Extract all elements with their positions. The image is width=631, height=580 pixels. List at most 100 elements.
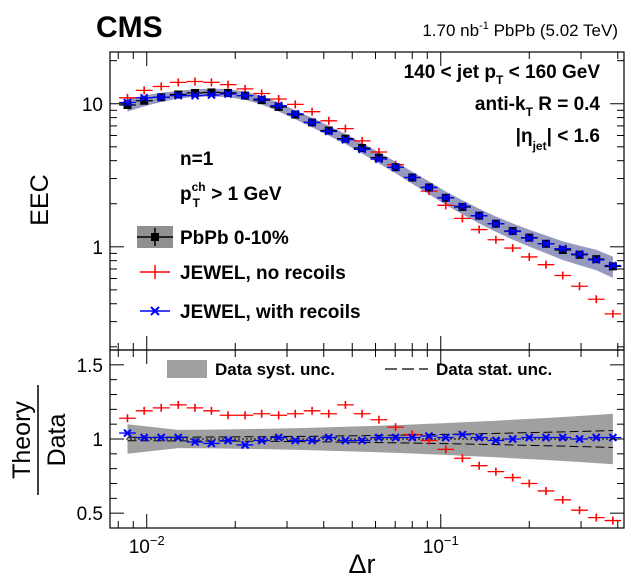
data-syst-band bbox=[127, 88, 613, 278]
jewel-with-recoils-point-r20 bbox=[458, 430, 467, 439]
jewel-with-recoils-point-r5 bbox=[207, 439, 216, 448]
top-ytick-label-10: 10 bbox=[82, 95, 103, 116]
jewel-with-recoils-point-r4 bbox=[190, 437, 200, 447]
jewel-with-recoils-point-20 bbox=[458, 202, 467, 211]
legend-rec-label: JEWEL, with recoils bbox=[180, 302, 361, 323]
ratio-stat-upper bbox=[127, 430, 613, 438]
legend-entry-with-recoils: JEWEL, with recoils bbox=[140, 302, 361, 323]
jewel-with-recoils-point-2 bbox=[156, 93, 166, 102]
cms-label: CMS bbox=[96, 11, 163, 44]
jewel-with-recoils-point-r8 bbox=[257, 436, 266, 445]
ratio-y-axis-title-num: Theory bbox=[8, 401, 36, 479]
jewel-with-recoils-point-r13 bbox=[341, 436, 350, 445]
legend-entry-data: PbPb 0-10% bbox=[137, 226, 289, 249]
jewel-with-recoils-point-r27 bbox=[575, 434, 584, 444]
jewel-with-recoils-point-6 bbox=[223, 89, 233, 99]
x-tick-label-1: 10−1 bbox=[423, 533, 459, 558]
jewel-with-recoils-point-13 bbox=[341, 135, 350, 144]
jet-algo-label: anti-kT R = 0.4 bbox=[475, 94, 601, 119]
top-syst-band-layer bbox=[127, 88, 613, 278]
jet-eta-label: |ηjet| < 1.6 bbox=[516, 126, 600, 153]
jewel-with-recoils-point-21 bbox=[474, 211, 484, 220]
jewel-with-recoils-point-25 bbox=[541, 239, 551, 248]
jewel-with-recoils-point-r15 bbox=[374, 433, 384, 442]
luminosity-label: 1.70 nb-1 PbPb (5.02 TeV) bbox=[422, 20, 618, 40]
ratio-ytick-label-1: 1 bbox=[92, 430, 103, 451]
n-label: n=1 bbox=[180, 149, 214, 170]
legend-rec-x2 bbox=[150, 306, 160, 316]
jewel-with-recoils-point-r11 bbox=[307, 436, 317, 445]
jewel-with-recoils-point-r23 bbox=[508, 434, 517, 444]
jewel-with-recoils-point-r1 bbox=[139, 433, 149, 442]
jewel-with-recoils-point-r6 bbox=[223, 436, 233, 445]
jewel-with-recoils-point-18 bbox=[424, 183, 434, 192]
ratio-panel: 1.5 1 0.5 10−2 10−1 bbox=[77, 349, 625, 558]
jewel-with-recoils-point-r12 bbox=[324, 433, 333, 442]
top-y-ticks: 10 1 bbox=[82, 60, 624, 348]
jewel-with-recoils-point-16 bbox=[391, 163, 400, 172]
jewel-with-recoils-point-r25 bbox=[541, 433, 551, 442]
jewel-with-recoils-point-r2 bbox=[156, 433, 166, 442]
jewel-with-recoils-point-r19 bbox=[441, 433, 450, 442]
jewel-with-recoils-point-22 bbox=[491, 219, 501, 228]
jewel-with-recoils-point-r16 bbox=[391, 433, 400, 442]
data-point-0 bbox=[123, 101, 132, 110]
jewel-with-recoils-point-r18 bbox=[424, 431, 434, 441]
top-marks-layer bbox=[119, 77, 622, 318]
data-point-1 bbox=[140, 96, 149, 105]
jewel-with-recoils-point-19 bbox=[441, 193, 450, 203]
jewel-with-recoils-point-1 bbox=[139, 93, 149, 103]
data-point-4 bbox=[191, 88, 200, 97]
jewel-with-recoils-point-r28 bbox=[592, 433, 601, 442]
jewel-with-recoils-point-r9 bbox=[274, 433, 283, 442]
jewel-with-recoils-point-r7 bbox=[240, 440, 250, 450]
jewel-with-recoils-point-24 bbox=[525, 233, 534, 243]
jewel-with-recoils-point-8 bbox=[257, 94, 266, 104]
x-axis-title: Δr bbox=[348, 549, 375, 579]
jewel-with-recoils-point-23 bbox=[508, 227, 517, 236]
jewel-with-recoils-point-28 bbox=[592, 255, 601, 265]
legend-entry-no-recoils: JEWEL, no recoils bbox=[140, 263, 346, 284]
jewel-with-recoils-point-4 bbox=[190, 91, 200, 100]
ratio-legend-syst-swatch bbox=[167, 360, 207, 378]
jewel-with-recoils-point-9 bbox=[274, 101, 283, 110]
jewel-with-recoils-point-27 bbox=[575, 249, 584, 259]
top-ytick-label-1: 1 bbox=[92, 238, 103, 259]
ratio-y-axis-title-den: Data bbox=[43, 414, 71, 467]
top-x-ticks bbox=[117, 52, 619, 350]
ratio-x-ticks: 10−2 10−1 bbox=[117, 350, 619, 558]
legend: PbPb 0-10% JEWEL, no recoils JEWEL, with… bbox=[137, 226, 361, 323]
track-pt-cut-label: pch T > 1 GeV bbox=[180, 180, 282, 210]
jewel-with-recoils-point-26 bbox=[558, 244, 567, 253]
jewel-with-recoils-point-7 bbox=[240, 91, 250, 100]
ratio-marks-layer bbox=[119, 400, 622, 525]
jewel-with-recoils-point-r14 bbox=[357, 436, 367, 445]
data-point-15 bbox=[374, 153, 383, 162]
legend-nore-label: JEWEL, no recoils bbox=[180, 263, 346, 284]
jet-pt-cut-label: 140 < jet pT < 160 GeV bbox=[404, 62, 601, 87]
ratio-legend-stat-label: Data stat. unc. bbox=[436, 360, 552, 379]
jewel-with-recoils-point-r3 bbox=[174, 433, 183, 442]
jewel-with-recoils-point-r24 bbox=[525, 433, 534, 442]
jewel-with-recoils-point-11 bbox=[307, 118, 317, 127]
ratio-ytick-label-0p5: 0.5 bbox=[77, 504, 103, 525]
jewel-with-recoils-point-3 bbox=[174, 91, 183, 100]
data-point-5 bbox=[207, 88, 216, 97]
jewel-with-recoils-point-r0 bbox=[123, 428, 132, 438]
jewel-with-recoils-point-5 bbox=[207, 90, 216, 100]
legend-data-marker bbox=[151, 233, 159, 241]
jewel-with-recoils-point-29 bbox=[608, 261, 618, 270]
jewel-with-recoils-point-r17 bbox=[408, 433, 417, 442]
jewel-with-recoils-point-15 bbox=[374, 154, 384, 164]
x-tick-label-0: 10−2 bbox=[129, 533, 165, 558]
ratio-ytick-label-1p5: 1.5 bbox=[77, 356, 103, 377]
ratio-y-ticks: 1.5 1 0.5 bbox=[77, 349, 624, 529]
jewel-with-recoils-point-12 bbox=[324, 127, 333, 136]
jewel-with-recoils-point-14 bbox=[357, 145, 367, 154]
ratio-legend-syst-label: Data syst. unc. bbox=[215, 360, 335, 379]
jewel-with-recoils-point-r21 bbox=[474, 433, 484, 442]
legend-data-label: PbPb 0-10% bbox=[180, 228, 289, 249]
jewel-with-recoils-point-0 bbox=[123, 98, 132, 107]
jewel-with-recoils-point-r29 bbox=[608, 433, 618, 442]
